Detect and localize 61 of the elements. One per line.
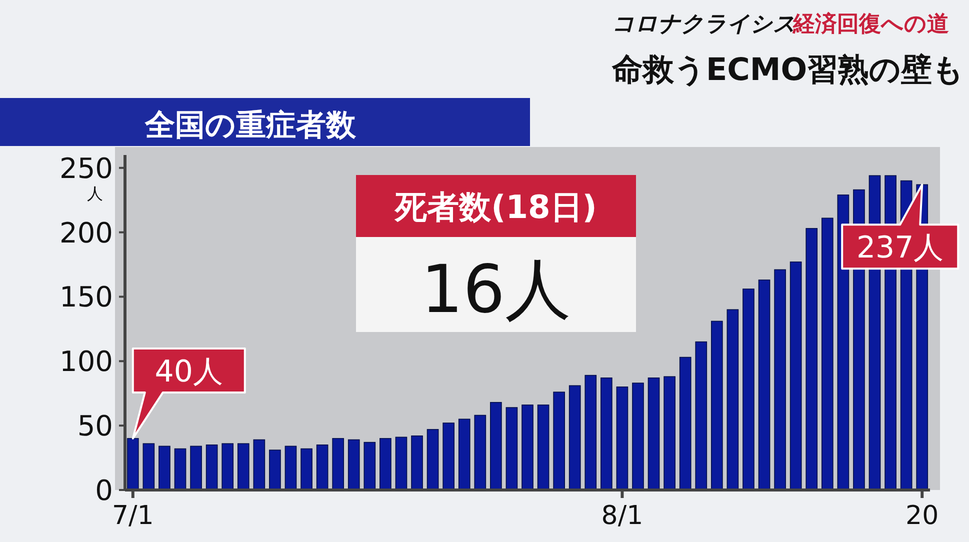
bar xyxy=(316,444,328,490)
bar xyxy=(380,438,392,490)
bar xyxy=(568,385,581,490)
bar xyxy=(522,404,534,490)
bar xyxy=(395,436,408,490)
y-tick-label: 200 xyxy=(60,216,113,250)
text: 命救うECMO習熟の壁も xyxy=(611,52,964,88)
chart-title: 全国の重症者数 xyxy=(144,108,357,143)
bar xyxy=(679,356,692,490)
bar xyxy=(695,341,708,490)
bar xyxy=(332,438,344,490)
bar xyxy=(222,443,234,490)
y-tick-label: 250 xyxy=(60,152,113,185)
x-tick-label: 20 xyxy=(906,501,939,531)
bar xyxy=(726,309,739,490)
y-tick-label: 0 xyxy=(95,474,113,507)
bar xyxy=(616,386,628,490)
y-tick-label: 100 xyxy=(60,345,113,378)
bar xyxy=(158,446,170,490)
bar xyxy=(506,407,518,490)
y-tick-label: 50 xyxy=(77,410,113,443)
x-tick-label: 7/1 xyxy=(112,501,154,531)
bar xyxy=(537,404,550,490)
bar xyxy=(600,378,612,490)
bar xyxy=(442,422,455,490)
bar xyxy=(300,448,312,490)
bar xyxy=(190,446,202,490)
bar xyxy=(269,450,281,490)
bar xyxy=(348,439,360,490)
y-axis-title: 人 xyxy=(87,184,103,203)
bar xyxy=(237,443,250,490)
bar xyxy=(584,374,597,490)
bar xyxy=(742,288,754,490)
bar xyxy=(284,446,297,490)
x-tick-label: 8/1 xyxy=(601,501,644,531)
bar xyxy=(253,439,266,490)
bar xyxy=(458,418,470,490)
bar xyxy=(821,218,834,490)
bar xyxy=(364,442,376,490)
bar xyxy=(632,382,644,490)
bar xyxy=(426,429,439,490)
bar xyxy=(474,414,486,490)
bar xyxy=(126,438,139,490)
bar xyxy=(553,392,565,490)
bar xyxy=(490,402,502,490)
bar xyxy=(790,262,802,490)
bar xyxy=(174,448,186,490)
bar xyxy=(806,228,818,490)
bar xyxy=(758,280,770,490)
bar xyxy=(411,435,423,490)
bar xyxy=(142,443,155,490)
bar xyxy=(648,378,660,490)
bar xyxy=(206,444,218,490)
annotation: 40人 xyxy=(154,354,223,390)
y-tick-label: 150 xyxy=(60,280,113,314)
annotation: 237人 xyxy=(856,230,944,266)
bar xyxy=(664,376,676,490)
bar xyxy=(710,320,723,490)
bar xyxy=(774,269,786,490)
annotation: 死者数(18日) xyxy=(394,188,597,226)
annotation: 16人 xyxy=(421,251,571,328)
